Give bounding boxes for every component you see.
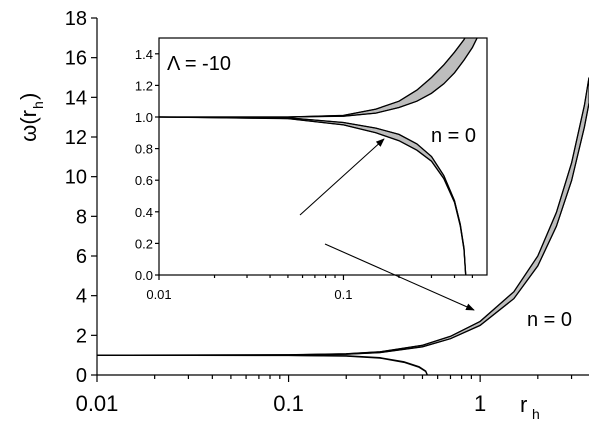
inset-title-lambda: Λ = -10 bbox=[167, 53, 231, 75]
inset-series-upper-inner bbox=[159, 38, 478, 118]
main-plot-area bbox=[97, 77, 589, 375]
main-series-upper-inner bbox=[97, 103, 589, 356]
main-y-tick-label: 10 bbox=[65, 167, 87, 189]
inset-frame bbox=[158, 37, 488, 276]
inset-y-tick-label: 0.8 bbox=[135, 142, 153, 157]
main-x-label: r bbox=[520, 392, 527, 417]
inset-background bbox=[118, 30, 487, 310]
inset-y-tick-label: 1.2 bbox=[135, 78, 153, 93]
inset-y-tick-label: 1.4 bbox=[135, 47, 153, 62]
main-y-tick-label: 4 bbox=[76, 286, 87, 308]
arrow-no-solution-inset bbox=[299, 138, 385, 216]
main-x-label-subscript: h bbox=[532, 406, 540, 422]
main-y-tick-label: 14 bbox=[65, 87, 87, 109]
main-y-label: ω(rh) bbox=[16, 93, 46, 142]
main-annotation-n0: n = 0 bbox=[527, 309, 572, 331]
inset-plot-area bbox=[159, 38, 478, 275]
inset-y-tick-label: 0.4 bbox=[135, 205, 153, 220]
inset-x-tick-label: 0.1 bbox=[334, 287, 352, 302]
main-y-tick-label: 2 bbox=[76, 325, 87, 347]
arrow-no-solution-main bbox=[324, 243, 475, 311]
main-x-tick-label: 0.01 bbox=[76, 391, 119, 416]
inset-chart: 0.0 0.2 0.4 0.6 0.8 1.0 1.2 1.4 0.01 0.1 Λ = -10 n … bbox=[118, 30, 488, 310]
main-y-tick-label: 0 bbox=[76, 365, 87, 387]
main-x-tick-label: 1 bbox=[474, 391, 486, 416]
main-series-lower-inner bbox=[97, 354, 428, 375]
main-x-tick-label: 0.1 bbox=[273, 391, 304, 416]
main-y-tick-label: 8 bbox=[76, 206, 87, 228]
inset-y-tick-label: 0.0 bbox=[135, 268, 153, 283]
inset-series-lower-inner bbox=[159, 116, 467, 275]
inset-x-tick-label: 0.01 bbox=[146, 287, 171, 302]
main-y-label-text: ω(r bbox=[16, 110, 41, 142]
main-y-tick-label: 18 bbox=[65, 8, 87, 30]
inset-y-tick-label: 0.2 bbox=[135, 236, 153, 251]
main-y-tick-label: 12 bbox=[65, 127, 87, 149]
main-y-tick-label: 16 bbox=[65, 48, 87, 70]
main-y-tick-label: 6 bbox=[76, 246, 87, 268]
main-y-label-close: ) bbox=[16, 93, 41, 100]
inset-y-tick-label: 1.0 bbox=[135, 110, 153, 125]
main-y-label-subscript: h bbox=[30, 101, 46, 109]
inset-y-tick-label: 0.6 bbox=[135, 173, 153, 188]
inset-annotation-n0: n = 0 bbox=[431, 125, 476, 147]
